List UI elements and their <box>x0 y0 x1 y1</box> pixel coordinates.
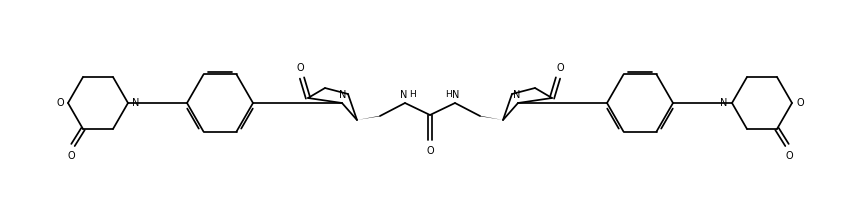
Text: O: O <box>427 146 433 156</box>
Text: N: N <box>452 90 460 100</box>
Text: N: N <box>721 98 728 108</box>
Text: O: O <box>785 151 793 161</box>
Polygon shape <box>480 116 503 120</box>
Text: N: N <box>400 90 408 100</box>
Text: O: O <box>56 98 64 108</box>
Text: O: O <box>556 63 564 73</box>
Text: N: N <box>513 90 520 100</box>
Text: O: O <box>67 151 75 161</box>
Text: N: N <box>132 98 139 108</box>
Text: O: O <box>296 63 304 73</box>
Text: H: H <box>445 89 452 98</box>
Text: N: N <box>340 90 347 100</box>
Polygon shape <box>357 116 380 120</box>
Text: H: H <box>408 89 415 98</box>
Text: O: O <box>796 98 804 108</box>
